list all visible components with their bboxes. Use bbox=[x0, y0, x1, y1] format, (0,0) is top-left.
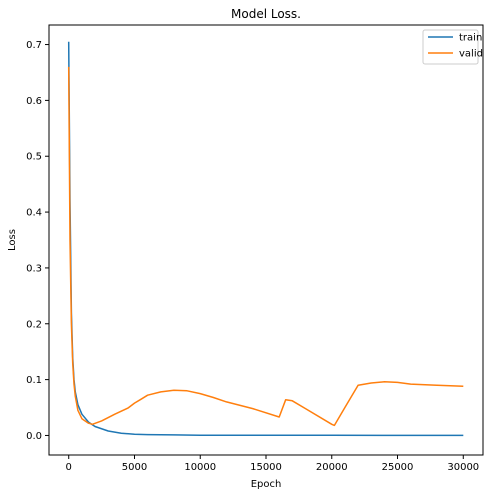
y-tick-label: 0.3 bbox=[26, 263, 42, 274]
y-tick-label: 0.4 bbox=[26, 208, 42, 219]
y-tick-label: 0.0 bbox=[26, 431, 42, 442]
chart-title: Model Loss. bbox=[231, 7, 301, 21]
y-tick-label: 0.6 bbox=[26, 96, 42, 107]
x-tick-label: 10000 bbox=[184, 462, 216, 473]
train-loss-line bbox=[67, 41, 464, 437]
y-axis: 0.0 0.1 0.2 0.3 0.4 0.5 0.6 0.7 bbox=[26, 40, 49, 442]
legend-valid-label: valid bbox=[459, 49, 483, 60]
x-tick-label: 25000 bbox=[382, 462, 414, 473]
x-axis: 0 5000 10000 15000 20000 25000 30000 bbox=[66, 455, 479, 473]
plot-frame bbox=[48, 24, 484, 456]
y-tick-label: 0.2 bbox=[26, 319, 42, 330]
y-tick-label: 0.5 bbox=[26, 152, 42, 163]
valid-loss-line bbox=[67, 66, 464, 427]
legend-train-label: train bbox=[459, 33, 482, 44]
y-axis-label: Loss bbox=[7, 229, 18, 251]
x-tick-label: 15000 bbox=[250, 462, 282, 473]
x-tick-label: 5000 bbox=[122, 462, 147, 473]
legend-box bbox=[422, 29, 479, 65]
x-tick-label: 30000 bbox=[447, 462, 479, 473]
y-tick-label: 0.1 bbox=[26, 375, 42, 386]
x-axis-label: Epoch bbox=[251, 479, 282, 490]
x-tick-label: 20000 bbox=[316, 462, 348, 473]
y-tick-label: 0.7 bbox=[26, 40, 42, 51]
plot-lines bbox=[67, 41, 464, 437]
legend: train valid bbox=[422, 29, 483, 65]
x-tick-label: 0 bbox=[66, 462, 72, 473]
